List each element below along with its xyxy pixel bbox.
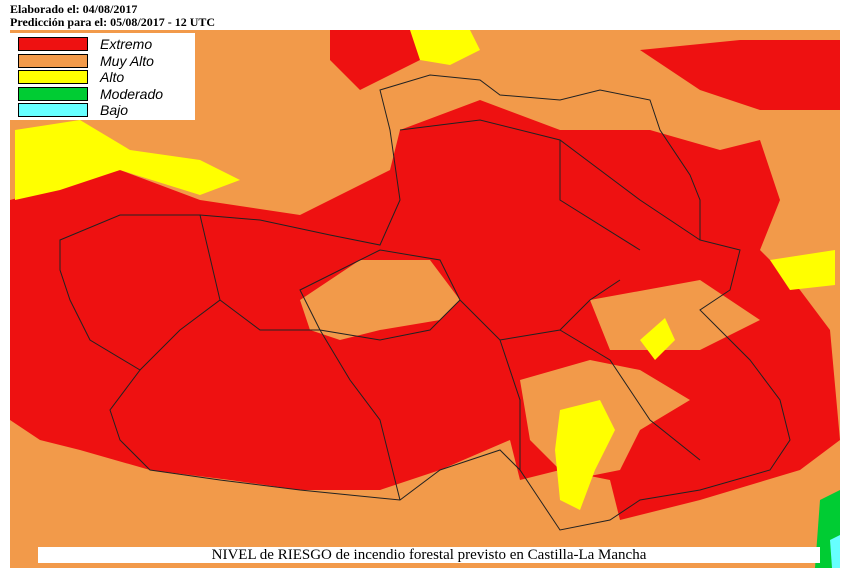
high-zone bbox=[15, 120, 240, 200]
legend-item: Moderado bbox=[18, 86, 163, 102]
legend-item: Muy Alto bbox=[18, 53, 154, 69]
legend-label: Bajo bbox=[100, 102, 129, 118]
legend-label: Alto bbox=[100, 69, 125, 85]
very-high-zone bbox=[300, 260, 460, 340]
low-zone bbox=[830, 535, 840, 568]
region-border bbox=[59, 74, 791, 531]
high-zone bbox=[640, 318, 675, 360]
legend-item: Alto bbox=[18, 69, 124, 85]
legend-swatch bbox=[18, 103, 88, 117]
high-zone bbox=[410, 30, 480, 65]
high-zone bbox=[770, 250, 835, 290]
legend-label: Moderado bbox=[100, 85, 164, 102]
forecast-date: Predicción para el: 05/08/2017 - 12 UTC bbox=[10, 15, 216, 29]
very-high-zone bbox=[590, 280, 760, 350]
extreme-zone bbox=[640, 40, 840, 110]
legend-swatch bbox=[18, 70, 88, 84]
legend-item: Extremo bbox=[18, 36, 152, 52]
legend-label: Extremo bbox=[100, 36, 153, 52]
elaborated-date: Elaborado el: 04/08/2017 bbox=[10, 2, 138, 16]
legend: Extremo Muy Alto Alto Moderado Bajo bbox=[10, 33, 195, 120]
legend-swatch bbox=[18, 86, 88, 101]
extreme-zone bbox=[330, 30, 440, 90]
high-zone bbox=[555, 400, 615, 510]
legend-swatch bbox=[18, 37, 88, 51]
legend-label: Muy Alto bbox=[100, 52, 154, 69]
caption: NIVEL de RIESGO de incendio forestal pre… bbox=[38, 547, 820, 563]
legend-swatch bbox=[18, 53, 88, 68]
province-border bbox=[139, 119, 701, 501]
legend-item: Bajo bbox=[18, 102, 128, 118]
